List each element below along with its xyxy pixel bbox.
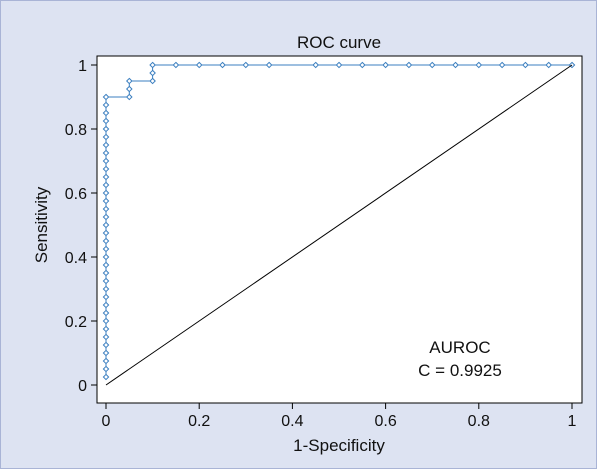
- roc-point: [102, 253, 110, 261]
- roc-point: [102, 357, 110, 365]
- auroc-value: C = 0.9925: [418, 361, 502, 380]
- roc-point: [102, 213, 110, 221]
- auroc-label: AUROC: [429, 338, 490, 357]
- roc-point: [102, 293, 110, 301]
- y-tick-label: 0.6: [65, 186, 87, 203]
- y-tick-label: 0.8: [65, 122, 87, 139]
- x-tick-label: 0.6: [374, 413, 396, 430]
- roc-point: [219, 61, 226, 69]
- roc-point: [102, 237, 110, 245]
- roc-point: [102, 333, 110, 341]
- x-tick-label: 0: [102, 413, 111, 430]
- roc-point: [102, 117, 110, 125]
- roc-point: [102, 261, 110, 269]
- roc-point: [335, 61, 343, 69]
- roc-point: [102, 269, 110, 277]
- roc-point: [149, 69, 156, 77]
- roc-point: [102, 189, 110, 197]
- roc-point: [102, 301, 110, 309]
- roc-point: [545, 61, 553, 69]
- reference-diagonal-line: [105, 64, 573, 386]
- x-tick-label: 0.4: [281, 413, 303, 430]
- roc-point: [358, 61, 366, 69]
- roc-point: [102, 349, 110, 357]
- x-tick-label: 0.8: [468, 413, 490, 430]
- roc-point: [102, 149, 110, 157]
- roc-point: [102, 125, 110, 133]
- roc-point: [149, 61, 156, 69]
- roc-point: [102, 133, 110, 141]
- roc-point: [102, 325, 110, 333]
- series-layer: [102, 61, 576, 386]
- roc-point: [498, 61, 506, 69]
- y-tick-label: 0: [78, 378, 87, 395]
- roc-point: [102, 245, 110, 253]
- roc-point: [102, 101, 110, 109]
- roc-point: [102, 165, 110, 173]
- x-axis-title: 1-Specificity: [293, 436, 385, 455]
- roc-point: [125, 85, 133, 93]
- roc-point: [172, 61, 180, 69]
- y-tick-label: 1: [78, 58, 87, 75]
- roc-point: [522, 61, 529, 69]
- roc-point: [102, 93, 110, 101]
- y-axis-title: Sensitivity: [32, 186, 51, 263]
- roc-point: [102, 141, 110, 149]
- roc-point: [102, 109, 110, 117]
- roc-point: [102, 157, 110, 165]
- roc-point: [102, 173, 110, 181]
- roc-point: [125, 93, 133, 101]
- y-tick-label: 0.4: [65, 250, 87, 267]
- roc-point: [382, 61, 389, 69]
- roc-point: [568, 61, 576, 69]
- roc-point: [102, 365, 110, 373]
- roc-point: [242, 61, 250, 69]
- roc-point: [452, 61, 459, 69]
- roc-point: [149, 77, 156, 85]
- x-tick-label: 1: [568, 413, 577, 430]
- roc-point: [405, 61, 413, 69]
- roc-point: [102, 373, 110, 381]
- roc-point: [102, 197, 110, 205]
- chart-title: ROC curve: [297, 33, 381, 52]
- roc-point: [102, 181, 110, 189]
- roc-point: [102, 317, 110, 325]
- roc-point: [102, 277, 110, 285]
- y-tick-label: 0.2: [65, 314, 87, 331]
- roc-point: [428, 61, 436, 69]
- roc-point: [102, 341, 110, 349]
- roc-point: [102, 309, 110, 317]
- roc-point: [265, 61, 273, 69]
- roc-point: [102, 221, 110, 229]
- roc-point: [102, 285, 110, 293]
- x-axis: 0 0.2 0.4 0.6 0.8 1: [102, 403, 577, 430]
- roc-point: [102, 229, 110, 237]
- roc-point: [102, 205, 110, 213]
- roc-point: [195, 61, 203, 69]
- roc-point: [475, 61, 483, 69]
- roc-point: [125, 77, 133, 85]
- y-axis: 0 0.2 0.4 0.6 0.8 1: [65, 58, 97, 395]
- x-tick-label: 0.2: [188, 413, 210, 430]
- roc-point: [312, 61, 320, 69]
